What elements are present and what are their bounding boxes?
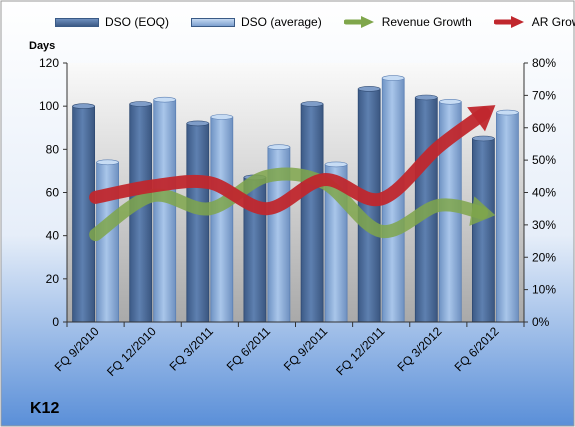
y2-tick-label: 30% [532,218,556,232]
legend-arrow-ar-icon [493,16,524,28]
bar-cap-dso-average-0 [96,159,119,166]
legend-item-dso-average: DSO (average) [191,15,322,29]
y2-tick-label: 10% [532,283,556,297]
legend-item-dso-eoq: DSO (EOQ) [55,15,169,29]
y-tick-label: 100 [39,99,59,113]
legend-item-revenue-growth: Revenue Growth [343,15,472,29]
legend-label-dso-average: DSO (average) [241,15,322,29]
bar-cap-dso-eoq-6 [414,94,438,101]
bar-dso-average-2 [210,116,234,323]
legend: DSO (EOQ) DSO (average) Revenue Growth A… [55,15,575,29]
bar-cap-dso-eoq-0 [72,103,95,109]
legend-label-revenue-growth: Revenue Growth [381,15,472,29]
arrowhead-ar-growth [467,105,496,132]
bar-cap-dso-average-3 [267,144,291,150]
lines-layer [89,105,496,242]
company-name: K12 [30,400,60,417]
y2-tick-label: 80% [532,56,556,70]
bar-dso-average-0 [96,161,119,323]
bar-cap-dso-average-1 [153,96,176,103]
bar-cap-dso-eoq-7 [472,135,495,142]
legend-label-ar-growth: AR Growth [531,15,575,29]
y-tick-label: 40 [46,229,60,243]
y2-tick-label: 0% [532,315,550,329]
bar-cap-dso-average-6 [438,99,462,105]
y-axis-title: Days [29,40,56,52]
bar-cap-dso-average-4 [324,161,348,168]
bar-cap-dso-average-7 [496,109,519,116]
y2-tick-label: 40% [532,186,556,200]
y-tick-label: 60 [46,186,60,200]
y2-tick-label: 70% [532,88,556,102]
y-tick-label: 80 [46,142,60,156]
bar-dso-eoq-2 [186,123,210,323]
bar-cap-dso-average-5 [381,75,405,81]
bars-layer [72,75,519,323]
bar-cap-dso-eoq-1 [129,101,152,107]
bar-cap-dso-eoq-5 [357,86,381,92]
bar-dso-average-1 [153,99,177,323]
legend-label-dso-eoq: DSO (EOQ) [105,15,170,29]
bar-dso-average-7 [495,112,519,323]
y2-tick-label: 60% [532,121,556,135]
bar-dso-eoq-7 [471,138,495,323]
legend-item-ar-growth: AR Growth [493,15,575,29]
line-revenue-growth [89,167,489,242]
arrowhead-revenue-growth [469,196,496,226]
line-ar-growth [89,106,491,216]
bar-cap-dso-average-2 [210,114,234,120]
y-tick-label: 0 [52,315,59,329]
y2-tick-label: 50% [532,153,556,167]
y2-tick-label: 20% [532,250,556,264]
y-tick-label: 120 [39,56,59,70]
legend-swatch-dso-eoq [55,17,99,27]
bar-cap-dso-eoq-4 [300,101,324,107]
bar-dso-eoq-4 [300,103,324,323]
bar-cap-dso-eoq-2 [186,120,210,127]
y-tick-label: 20 [46,272,60,286]
bar-dso-eoq-0 [72,105,95,323]
legend-arrow-revenue-icon [343,16,374,28]
legend-swatch-dso-average [191,17,236,27]
